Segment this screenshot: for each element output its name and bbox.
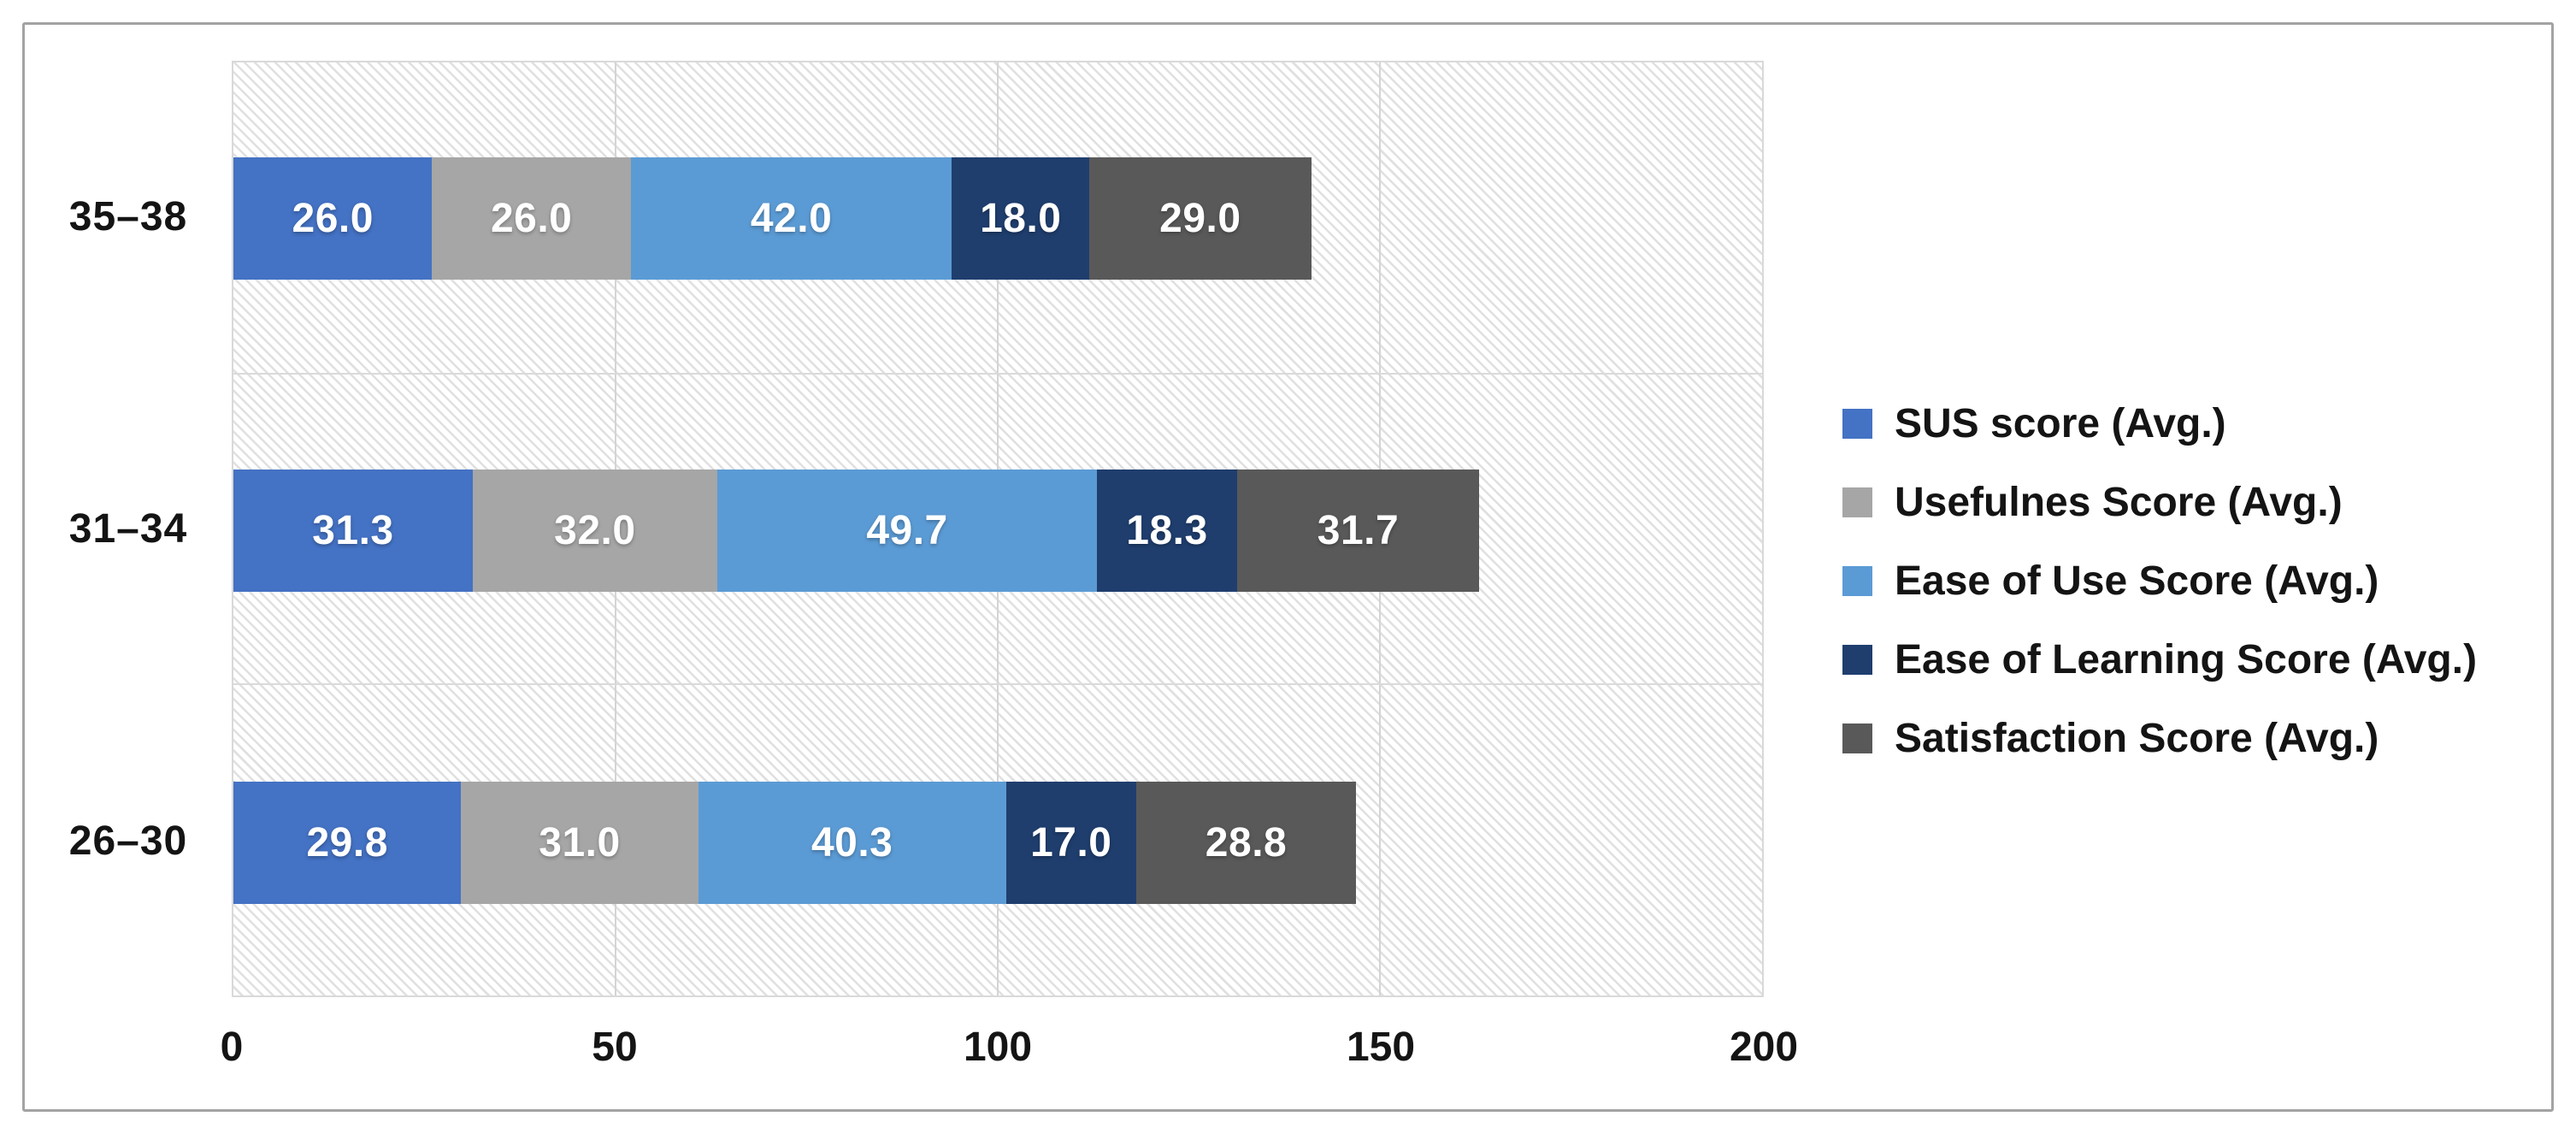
bar-segment: 31.7 [1236, 470, 1480, 592]
category-label: 35–38 [68, 194, 188, 239]
x-tick-label: 0 [220, 1025, 244, 1070]
bar-segment: 32.0 [472, 470, 717, 592]
category-label: 31–34 [68, 506, 188, 552]
bar-segment: 31.3 [233, 470, 473, 592]
bar-segment: 18.3 [1097, 470, 1237, 592]
bar-segment: 40.3 [698, 782, 1006, 904]
bar-segment: 31.0 [461, 782, 699, 904]
bar-segment: 49.7 [716, 470, 1098, 592]
bar-segment: 17.0 [1005, 782, 1136, 904]
bar-segment: 29.8 [233, 782, 462, 904]
legend-swatch-icon [1842, 723, 1872, 753]
bar-segment: 26.0 [432, 157, 631, 280]
legend: SUS score (Avg.) Usefulnes Score (Avg.) Ea… [1842, 384, 2477, 777]
horizontal-gridline [233, 683, 1762, 686]
bar-segment: 42.0 [630, 157, 952, 280]
value-axis: 0 50 100 150 200 [25, 1024, 2551, 1084]
legend-item: Ease of Learning Score (Avg.) [1842, 620, 2477, 699]
legend-item: Satisfaction Score (Avg.) [1842, 699, 2477, 777]
legend-swatch-icon [1842, 565, 1872, 596]
legend-label: Satisfaction Score (Avg.) [1895, 715, 2379, 761]
category-axis: 35–38 31–34 26–30 [25, 61, 232, 997]
legend-swatch-icon [1842, 644, 1872, 675]
bar-segment: 28.8 [1135, 782, 1357, 904]
legend-item: SUS score (Avg.) [1842, 384, 2477, 463]
legend-label: Ease of Learning Score (Avg.) [1895, 636, 2478, 682]
legend-swatch-icon [1842, 487, 1872, 517]
legend-label: Ease of Use Score (Avg.) [1895, 558, 2379, 604]
chart-figure: 26.0 26.0 42.0 18.0 29.0 31.3 32.0 49.7 18.3 31.7… [22, 22, 2554, 1112]
plot-area: 26.0 26.0 42.0 18.0 29.0 31.3 32.0 49.7 18.3 31.7… [232, 61, 1764, 997]
x-tick-label: 200 [1729, 1025, 1799, 1070]
legend-item: Usefulnes Score (Avg.) [1842, 463, 2477, 541]
bar-segment: 29.0 [1089, 157, 1312, 280]
bar-segment: 18.0 [952, 157, 1090, 280]
stacked-bar-26–30: 29.8 31.0 40.3 17.0 28.8 [233, 782, 1762, 904]
legend-item: Ease of Use Score (Avg.) [1842, 541, 2477, 620]
x-tick-label: 100 [963, 1025, 1033, 1070]
stacked-bar-35–38: 26.0 26.0 42.0 18.0 29.0 [233, 157, 1762, 280]
category-label: 26–30 [68, 818, 188, 864]
bar-segment: 26.0 [233, 157, 433, 280]
legend-label: SUS score (Avg.) [1895, 400, 2226, 446]
stacked-bar-31–34: 31.3 32.0 49.7 18.3 31.7 [233, 470, 1762, 592]
x-tick-label: 50 [592, 1025, 638, 1070]
legend-label: Usefulnes Score (Avg.) [1895, 479, 2343, 525]
legend-swatch-icon [1842, 408, 1872, 439]
x-tick-label: 150 [1346, 1025, 1416, 1070]
horizontal-gridline [233, 372, 1762, 375]
